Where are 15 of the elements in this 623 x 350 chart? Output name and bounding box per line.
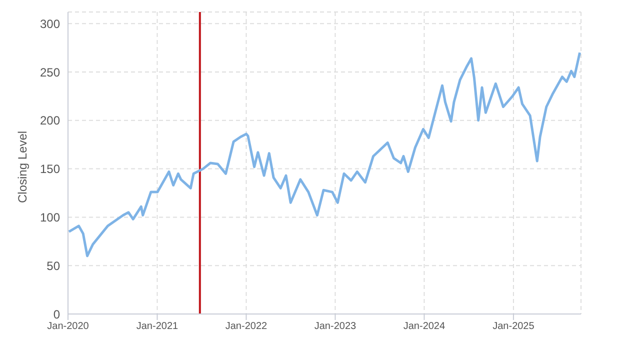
y-tick-label: 50: [46, 258, 60, 273]
y-tick-label: 100: [40, 210, 60, 224]
y-tick-label: 250: [40, 65, 60, 80]
y-tick-label: 0: [53, 307, 60, 322]
x-tick-label: Jan-2020: [47, 321, 90, 332]
y-axis-title: Closing Level: [15, 130, 30, 203]
x-tick-label: Jan-2023: [314, 321, 357, 332]
line-series: [68, 51, 581, 258]
x-tick-label: Jan-2024: [403, 321, 446, 332]
x-tick-label: Jan-2025: [492, 321, 535, 332]
y-tick-label: 300: [40, 16, 60, 31]
x-tick-label: Jan-2021: [136, 321, 179, 332]
y-tick-label: 200: [40, 114, 60, 128]
x-tick-label: Jan-2022: [225, 321, 268, 332]
y-tick-label: 150: [40, 162, 60, 176]
